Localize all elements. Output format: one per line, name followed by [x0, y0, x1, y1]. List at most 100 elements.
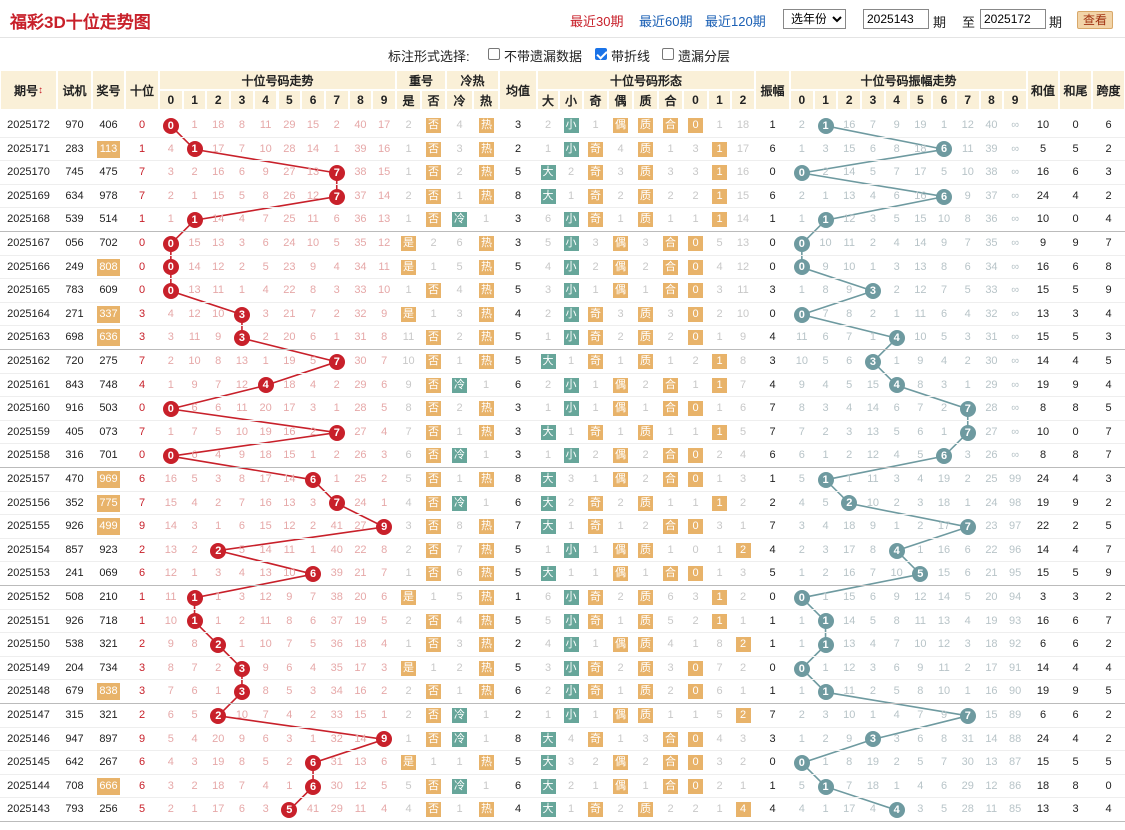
tail-value: 6	[1072, 166, 1079, 179]
form-tag: 小	[563, 448, 579, 464]
form-omission: 3	[716, 520, 723, 533]
form-omission: 1	[567, 567, 575, 580]
mod3-tag: 0	[688, 731, 703, 747]
omission-value: 13	[164, 543, 177, 556]
omission-value: 39	[354, 142, 367, 155]
recent-30-link[interactable]: 最近30期	[570, 14, 624, 29]
sort-icon[interactable]: ↕	[38, 84, 43, 96]
omission-value: 3	[381, 449, 388, 462]
trial-number: 056	[65, 237, 84, 249]
no-omission-label[interactable]: 不带遗漏数据	[504, 49, 583, 64]
omission-value: 30	[354, 355, 367, 367]
tens-digit: 9	[138, 732, 146, 745]
omission-value: 18	[259, 449, 272, 462]
coldhot-omission: 5	[456, 260, 463, 273]
avg-value: 7	[514, 520, 522, 533]
omission-value: 4	[381, 425, 388, 438]
header-tail: 和尾	[1059, 70, 1092, 110]
omission-value: 15	[283, 449, 296, 462]
to-period-input[interactable]	[980, 9, 1046, 29]
coldhot-tag: 热	[479, 519, 494, 535]
table-row	[0, 515, 1125, 539]
avg-value: 5	[514, 284, 522, 297]
form-omission: 5	[544, 237, 552, 249]
omission-value: 3	[191, 756, 198, 769]
amp-omission: 2	[798, 189, 805, 202]
recent-120-link[interactable]: 最近120期	[705, 14, 766, 29]
layered-omission-checkbox[interactable]	[662, 48, 674, 60]
coldhot-omission: 1	[482, 709, 490, 721]
from-period-input[interactable]	[863, 9, 929, 29]
omission-value: 9	[309, 260, 317, 273]
omission-value: 11	[212, 284, 224, 297]
mod3-tag: 0	[688, 660, 703, 676]
dup-omission: 1	[430, 756, 437, 769]
amp-omission: 1	[822, 756, 829, 769]
amp-omission: 8	[917, 685, 924, 698]
amp-omission: 5	[940, 803, 948, 816]
trial-number: 538	[65, 638, 84, 651]
tens-digit: 6	[138, 567, 146, 580]
omission-value: 12	[164, 567, 177, 580]
omission-value: 27	[354, 520, 367, 533]
dup-tag: 是	[401, 259, 416, 275]
amp-value: 1	[769, 638, 776, 651]
no-omission-checkbox[interactable]	[488, 48, 500, 60]
polyline-checkbox[interactable]	[595, 48, 607, 60]
coldhot-omission: 1	[482, 779, 490, 792]
polyline-label[interactable]: 带折线	[611, 49, 651, 64]
omission-value: 3	[215, 473, 222, 485]
amp-omission: 30	[985, 355, 998, 367]
span-value: 5	[1105, 685, 1112, 698]
tail-value: 4	[1072, 543, 1079, 556]
amp-omission: 31	[985, 331, 998, 344]
recent-60-link[interactable]: 最近60期	[639, 14, 693, 29]
amp-omission: 15	[937, 567, 951, 580]
tens-ball: 3	[233, 330, 250, 347]
amp-omission: 19	[985, 614, 998, 627]
form-omission: 6	[716, 685, 723, 698]
dup-omission: 11	[402, 331, 415, 344]
amp-omission: 5	[940, 331, 948, 344]
omission-value: 9	[167, 638, 174, 651]
sum-value: 19	[1036, 496, 1050, 509]
omission-value: 37	[354, 189, 367, 202]
amp-omission: 31	[961, 732, 974, 745]
dup-tag: 否	[426, 141, 441, 157]
form-omission: 8	[716, 638, 723, 651]
amp-omission: 18	[937, 496, 951, 509]
form-tag: 大	[540, 188, 556, 204]
amp-omission: 9	[940, 709, 948, 721]
amp-omission: 1	[822, 591, 829, 603]
avg-value: 6	[514, 779, 522, 792]
layered-omission-label[interactable]: 遗漏分层	[678, 49, 731, 64]
tail-value: 2	[1072, 520, 1079, 533]
amp-omission: 16	[914, 189, 927, 202]
amp-omission: 14	[843, 614, 856, 627]
prize-number: 267	[99, 756, 118, 769]
form-omission: 13	[736, 237, 750, 249]
span-value: 4	[1105, 378, 1112, 391]
amp-value: 4	[769, 378, 776, 391]
form-tag: 偶	[613, 401, 628, 417]
sum-value: 9	[1039, 237, 1047, 249]
amp-omission: 8	[917, 378, 924, 391]
amp-omission: 26	[985, 449, 998, 462]
sum-value: 15	[1036, 756, 1050, 769]
year-select[interactable]: 选年份	[783, 9, 846, 29]
tens-ball: 9	[376, 519, 393, 535]
omission-value: 3	[238, 591, 245, 603]
amp-value: 0	[769, 661, 776, 674]
amp-omission: 1	[846, 473, 853, 485]
form-omission: 1	[617, 355, 624, 367]
omission-value: 11	[259, 614, 272, 627]
query-button[interactable]: 查看	[1077, 11, 1113, 29]
omission-value: 18	[283, 378, 296, 391]
omission-value: 8	[191, 638, 198, 651]
coldhot-omission: 1	[482, 496, 490, 509]
dup-tag: 否	[426, 684, 441, 700]
coldhot-tag: 热	[479, 165, 494, 181]
form-omission: 1	[567, 520, 575, 533]
form-omission: 18	[736, 119, 750, 131]
trial-number: 470	[65, 473, 84, 485]
